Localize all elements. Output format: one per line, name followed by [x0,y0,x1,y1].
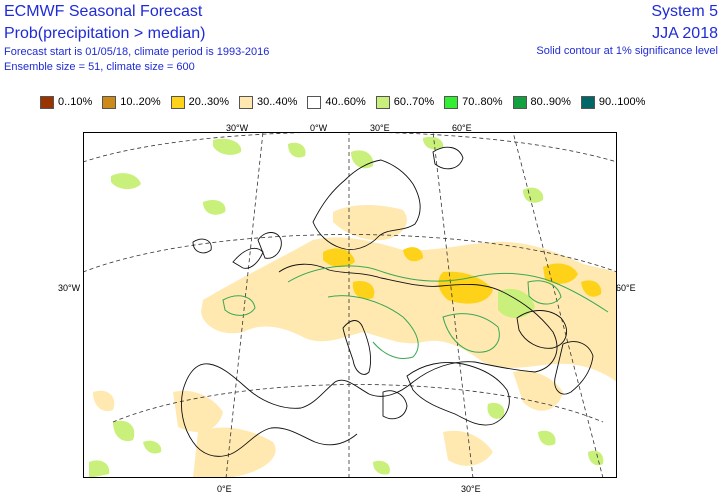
legend-item-0-10: 0..10% [40,95,93,109]
legend-swatch [444,95,459,109]
legend-swatch [375,95,390,109]
legend-item-10-20: 10..20% [102,95,161,109]
legend-swatch [40,95,54,109]
legend: 0..10% 10..20% 20..30% 30..40% 40..60% 6… [40,94,655,110]
legend-label: 40..60% [325,96,366,108]
legend-item-90-100: 90..100% [580,95,646,109]
prob-shading-30-40 [93,205,617,478]
legend-label: 0..10% [58,96,93,108]
significance-note: Solid contour at 1% significance level [536,45,718,57]
ensemble-info: Ensemble size = 51, climate size = 600 [4,61,195,73]
legend-item-40-60: 40..60% [307,95,366,109]
legend-swatch [102,95,117,109]
axis-label-bottom-30e: 30°E [461,484,481,494]
legend-item-20-30: 20..30% [170,95,229,109]
legend-label: 90..100% [598,96,646,108]
axis-label-top-30e: 30°E [370,123,390,133]
legend-swatch [512,95,527,109]
legend-item-70-80: 70..80% [444,95,503,109]
legend-label: 20..30% [188,96,229,108]
forecast-info: Forecast start is 01/05/18, climate peri… [4,46,270,58]
legend-item-60-70: 60..70% [375,95,435,109]
coastlines [181,146,594,457]
legend-label: 80..90% [530,96,571,108]
legend-item-80-90: 80..90% [512,95,571,109]
axis-label-top-0: 0°W [310,123,328,133]
axis-label-bottom-0e: 0°E [217,484,232,494]
legend-swatch [170,95,185,109]
system-label: System 5 [651,3,718,20]
axis-label-top-30w: 30°W [226,123,249,133]
chart-subtitle: Prob(precipitation > median) [4,25,206,42]
significance-contours [222,265,609,359]
season-label: JJA 2018 [652,25,718,42]
legend-item-30-40: 30..40% [239,95,298,109]
legend-swatch [580,95,595,109]
legend-label: 60..70% [393,96,435,108]
legend-label: 70..80% [462,96,503,108]
axis-label-top-60e: 60°E [452,123,472,133]
forecast-map [83,132,617,478]
legend-label: 30..40% [257,96,298,108]
map-frame [83,132,617,478]
legend-swatch [239,95,253,109]
axis-label-left-30w: 30°W [58,283,81,293]
axis-label-right-60e: 60°E [616,283,636,293]
legend-swatch [307,95,322,109]
chart-title: ECMWF Seasonal Forecast [4,3,203,20]
graticule [83,132,617,478]
legend-label: 10..20% [120,96,161,108]
